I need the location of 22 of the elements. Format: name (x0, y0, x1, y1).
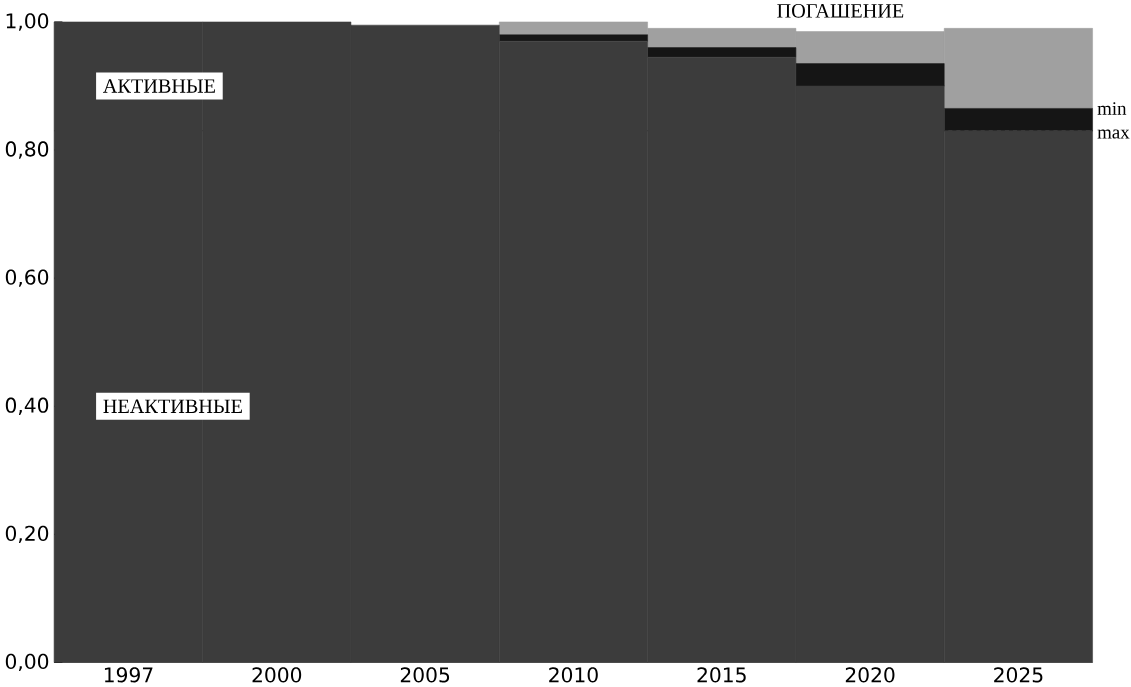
bar (943, 108, 1093, 132)
text: max (1097, 129, 1130, 139)
y-tick-label: 0,60 (5, 269, 49, 287)
series-label: ПОГАШЕНИЕ (777, 4, 904, 18)
y-tick-label: 0,20 (5, 525, 49, 544)
x-tick-label: 2025 (994, 667, 1043, 683)
text: min (1097, 102, 1127, 115)
bar (499, 34, 648, 42)
y-tick-label: 0,80 (5, 141, 49, 159)
y-tick-label: 0,40 (5, 397, 49, 415)
y-tick-label: 0,00 (5, 653, 49, 672)
x-tick-label: 2000 (252, 667, 302, 683)
y-tick-label: 1,00 (6, 13, 49, 31)
bar (795, 63, 945, 87)
x-tick-label: 2005 (400, 667, 450, 683)
x-tick-label: 2010 (549, 667, 598, 683)
x-tick-label: 2020 (845, 667, 895, 683)
x-tick-label: 1997 (104, 667, 153, 683)
annotation: НЕАКТИВНЫЕ (103, 399, 242, 413)
bar (647, 47, 797, 58)
annotation: АКТИВНЫЕ (103, 79, 215, 93)
x-tick-label: 2015 (697, 667, 746, 683)
